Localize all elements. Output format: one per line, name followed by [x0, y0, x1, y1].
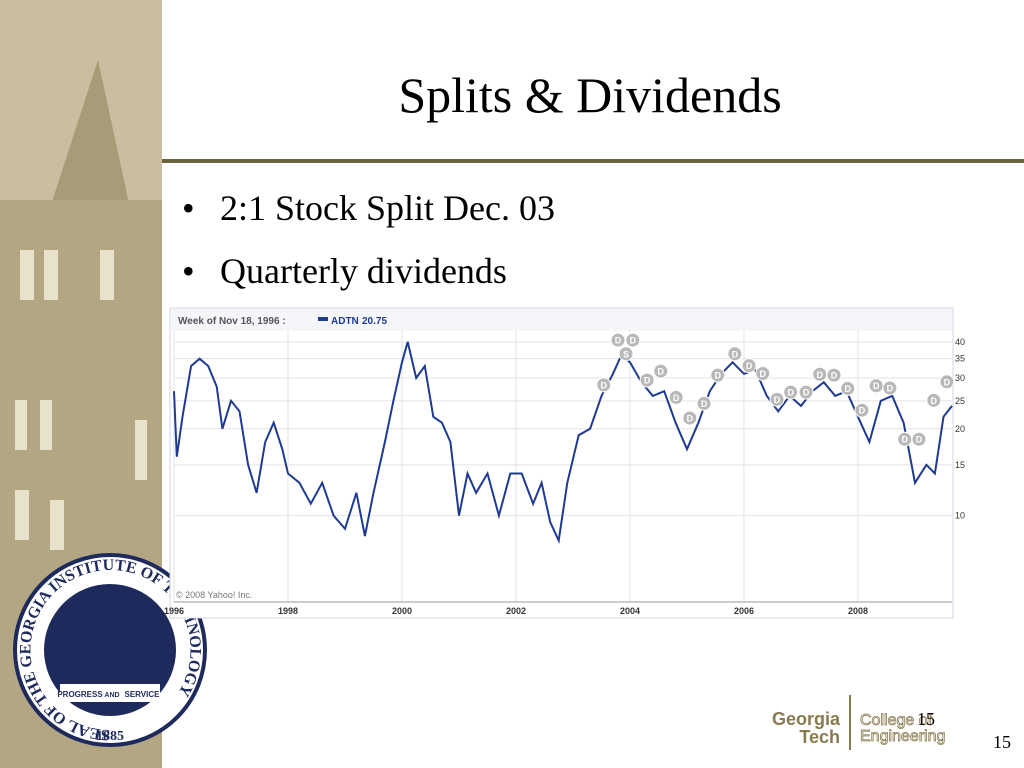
- event-label: D: [687, 413, 694, 423]
- event-marker: [625, 332, 641, 348]
- event-marker: [882, 380, 898, 396]
- event-label: D: [931, 396, 938, 406]
- page-number: 15: [993, 732, 1011, 752]
- seal-ribbon: [60, 684, 160, 702]
- event-marker: [610, 332, 626, 348]
- legend-label: ADTN: [331, 316, 359, 327]
- event-marker: [826, 367, 842, 383]
- legend-value: 20.75: [362, 316, 387, 327]
- chart-header: [171, 309, 952, 331]
- event-label: D: [873, 381, 880, 391]
- event-label: D: [630, 336, 637, 346]
- chart-header-text: Week of Nov 18, 1996 :: [178, 316, 286, 327]
- seal-year: 1885: [96, 729, 124, 744]
- event-marker: [668, 389, 684, 405]
- event-marker: [653, 363, 669, 379]
- event-marker: [854, 402, 870, 418]
- event-label: D: [601, 380, 608, 390]
- seal-ribbon-text: PROGRESS: [57, 690, 103, 699]
- event-marker: [840, 380, 856, 396]
- title-rule: [162, 159, 1024, 163]
- event-label: D: [760, 369, 767, 379]
- event-label: S: [623, 349, 629, 359]
- event-label: D: [901, 435, 908, 445]
- x-tick-label: 2000: [392, 606, 412, 616]
- chart-frame: [169, 307, 954, 619]
- event-label: D: [859, 406, 866, 416]
- event-label: D: [615, 336, 622, 346]
- event-marker: [727, 346, 743, 362]
- event-label: D: [732, 349, 739, 359]
- event-marker: [682, 410, 698, 426]
- event-marker: [710, 367, 726, 383]
- logo-text: Georgia: [772, 709, 841, 729]
- x-tick-label: 1996: [164, 606, 184, 616]
- slide-title: Splits & Dividends: [398, 67, 781, 123]
- legend-swatch: [318, 317, 328, 321]
- event-marker: [741, 358, 757, 374]
- event-label: D: [831, 371, 838, 381]
- bullet-dot: •: [182, 188, 195, 228]
- event-marker: [596, 377, 612, 393]
- event-marker: [911, 431, 927, 447]
- event-marker: [939, 374, 955, 390]
- event-label: D: [657, 367, 664, 377]
- event-marker: [696, 395, 712, 411]
- x-tick-label: 2006: [734, 606, 754, 616]
- logo-text: College of: [860, 712, 933, 729]
- event-label: D: [774, 395, 781, 405]
- event-marker: [926, 392, 942, 408]
- y-tick-label: 10: [955, 511, 965, 521]
- x-tick-label: 2002: [506, 606, 526, 616]
- bullet-text: 2:1 Stock Split Dec. 03: [220, 188, 555, 228]
- event-label: D: [803, 388, 810, 398]
- slide-number: 15: [917, 709, 935, 729]
- y-tick-label: 15: [955, 460, 965, 470]
- bullet-dot: •: [182, 251, 195, 291]
- y-tick-label: 25: [955, 396, 965, 406]
- event-marker: [618, 346, 634, 362]
- windows: [15, 250, 147, 550]
- event-label: D: [673, 393, 680, 403]
- seal-inner: [44, 584, 176, 716]
- event-label: D: [714, 371, 721, 381]
- logo-text: Tech: [799, 727, 840, 747]
- x-tick-label: 2004: [620, 606, 640, 616]
- event-label: D: [644, 376, 651, 386]
- x-tick-label: 2008: [848, 606, 868, 616]
- plot: 10 15 20 25 30 35 40 1996 1998 2000 2002 2004 2006 20…: [164, 330, 965, 616]
- y-tick-label: 40: [955, 337, 965, 347]
- y-tick-label: 30: [955, 373, 965, 383]
- event-label: D: [746, 361, 753, 371]
- event-marker: [769, 391, 785, 407]
- y-tick-label: 35: [955, 354, 965, 364]
- bullet-text: Quarterly dividends: [220, 251, 507, 291]
- event-label: D: [916, 435, 923, 445]
- event-marker: [783, 384, 799, 400]
- event-label: D: [944, 377, 951, 387]
- seal-ribbon-text: SERVICE: [125, 690, 161, 699]
- y-tick-label: 20: [955, 424, 965, 434]
- event-marker: [755, 365, 771, 381]
- logo-text: Engineering: [860, 728, 945, 745]
- event-label: D: [701, 399, 708, 409]
- event-label: D: [787, 388, 794, 398]
- x-tick-label: 1998: [278, 606, 298, 616]
- event-label: D: [887, 383, 894, 393]
- event-marker: [639, 372, 655, 388]
- seal-ribbon-text: AND: [104, 692, 119, 699]
- event-label: D: [844, 384, 851, 394]
- copyright: © 2008 Yahoo! Inc.: [176, 590, 252, 600]
- event-label: D: [817, 370, 824, 380]
- event-marker: [798, 384, 814, 400]
